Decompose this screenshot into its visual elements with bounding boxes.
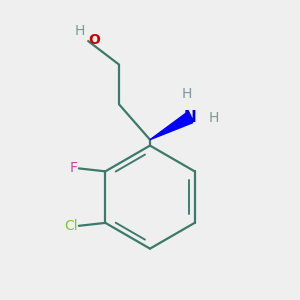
Text: Cl: Cl (64, 219, 77, 233)
Text: O: O (88, 33, 100, 46)
Polygon shape (150, 112, 193, 140)
Text: F: F (69, 161, 77, 176)
Text: H: H (182, 87, 192, 101)
Text: N: N (183, 110, 196, 125)
Text: H: H (75, 24, 85, 38)
Text: H: H (209, 111, 219, 124)
